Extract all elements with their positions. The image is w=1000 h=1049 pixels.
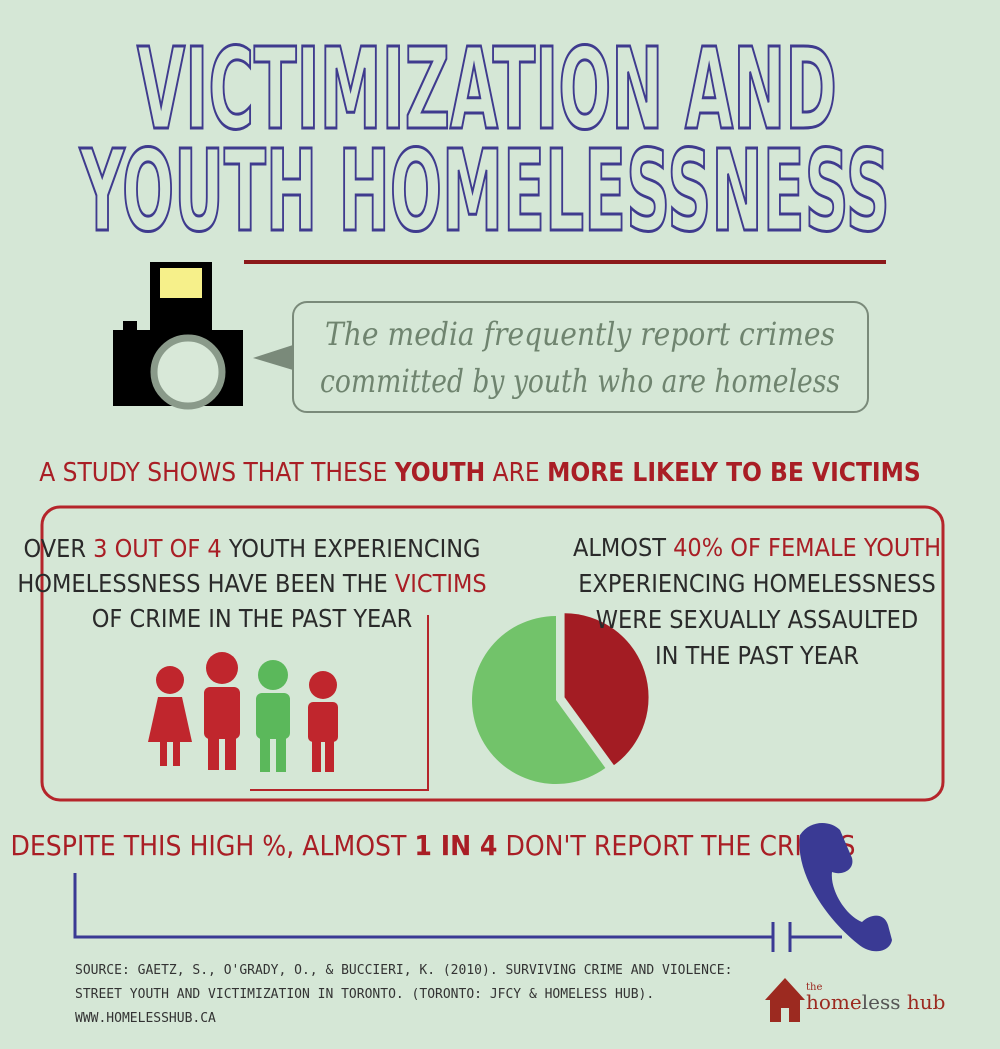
left-emphasis: VICTIMS bbox=[395, 569, 487, 598]
left-emphasis: 3 OUT OF 4 bbox=[93, 534, 222, 563]
left-text: OF CRIME IN THE PAST YEAR bbox=[92, 604, 413, 633]
headline: A STUDY SHOWS THAT THESE YOUTH ARE MORE … bbox=[39, 458, 921, 488]
headline-text: A STUDY SHOWS THAT THESE bbox=[39, 458, 387, 488]
footer-statement: DESPITE THIS HIGH %, ALMOST 1 IN 4 DON'T… bbox=[10, 829, 855, 862]
headline-emphasis: YOUTH bbox=[394, 458, 485, 488]
headline-text: ARE bbox=[493, 458, 540, 488]
pie-chart bbox=[471, 613, 649, 785]
footer-text: DON'T REPORT THE CRIMES bbox=[505, 829, 855, 862]
right-line: EXPERIENCING HOMELESSNESS bbox=[578, 569, 936, 598]
source-line: WWW.HOMELESSHUB.CA bbox=[75, 1011, 216, 1026]
source-line: STREET YOUTH AND VICTIMIZATION IN TORONT… bbox=[75, 987, 654, 1002]
logo-part: hub bbox=[907, 990, 946, 1014]
headline-emphasis: MORE LIKELY TO BE VICTIMS bbox=[547, 458, 921, 488]
left-text: YOUTH EXPERIENCING bbox=[228, 534, 481, 563]
left-text: OVER bbox=[24, 534, 86, 563]
title-line: YOUTH HOMELESSNESS bbox=[79, 127, 890, 257]
camera-icon bbox=[113, 262, 243, 410]
pie-slice bbox=[564, 613, 649, 766]
speech-bubble bbox=[253, 301, 869, 413]
right-line: WERE SEXUALLY ASSAULTED bbox=[596, 605, 918, 634]
people-icons bbox=[148, 652, 338, 772]
bracket-line bbox=[250, 615, 429, 791]
pie-slice bbox=[471, 616, 606, 785]
footer-text: DESPITE THIS HIGH %, ALMOST bbox=[10, 829, 407, 862]
left-line: HOMELESSNESS HAVE BEEN THE VICTIMS bbox=[17, 569, 486, 598]
right-line: IN THE PAST YEAR bbox=[655, 641, 859, 670]
logo-icon bbox=[765, 978, 805, 1022]
left-line: OVER 3 OUT OF 4 YOUTH EXPERIENCING bbox=[24, 534, 481, 563]
right-line: ALMOST 40% OF FEMALE YOUTH bbox=[573, 533, 941, 562]
phone-cord bbox=[73, 873, 842, 952]
left-line: OF CRIME IN THE PAST YEAR bbox=[92, 604, 413, 633]
stats-box bbox=[40, 505, 945, 802]
callout-line: The media frequently report crimes bbox=[325, 315, 835, 353]
logo-small: the bbox=[806, 982, 822, 993]
callout-line: committed by youth who are homeless bbox=[320, 362, 840, 400]
right-emphasis: 40% OF FEMALE YOUTH bbox=[673, 533, 941, 562]
footer-emphasis: 1 IN 4 bbox=[414, 829, 497, 862]
title-line: VICTIMIZATION AND bbox=[137, 25, 837, 155]
left-text: HOMELESSNESS HAVE BEEN THE bbox=[17, 569, 387, 598]
source-line: SOURCE: GAETZ, S., O'GRADY, O., & BUCCIE… bbox=[75, 963, 732, 978]
right-text: ALMOST bbox=[573, 533, 666, 562]
phone-icon bbox=[799, 823, 892, 952]
logo-part: less bbox=[862, 990, 901, 1014]
logo-text: homeless hub bbox=[806, 990, 945, 1014]
logo-part: home bbox=[806, 990, 862, 1014]
